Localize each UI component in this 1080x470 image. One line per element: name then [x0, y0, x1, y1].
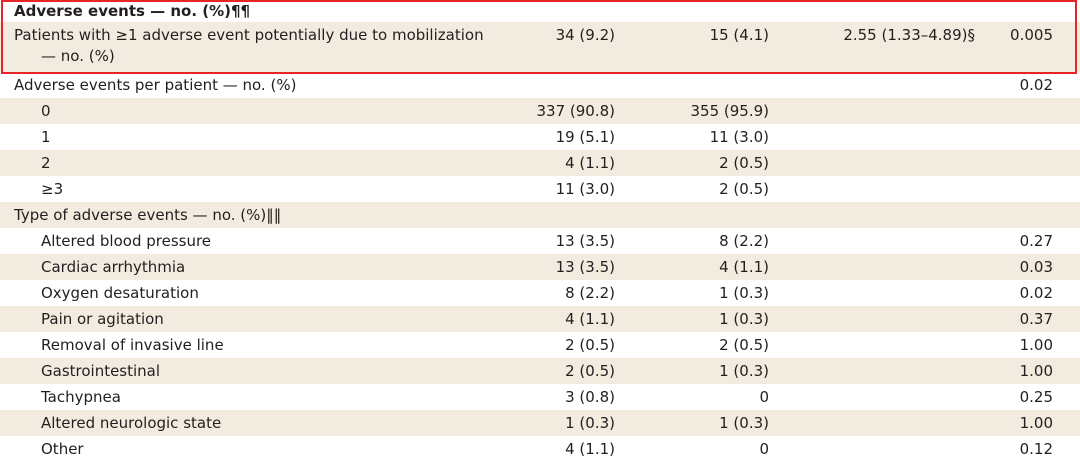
cell-group2: 4 (1.1) — [719, 258, 769, 276]
cell-group2: 2 (0.5) — [719, 180, 769, 198]
cell-p-value: 0.02 — [1019, 76, 1053, 94]
section-header-label: Adverse events — no. (%)¶¶ — [14, 2, 251, 20]
cell-group2: 1 (0.3) — [719, 414, 769, 432]
cell-p-value: 0.02 — [1019, 284, 1053, 302]
row-label: Gastrointestinal — [41, 362, 161, 380]
cell-p-value: 0.03 — [1019, 258, 1053, 276]
row-label: 2 — [41, 154, 51, 172]
table-row: 0 337 (90.8) 355 (95.9) — [0, 98, 1080, 124]
cell-group1: 2 (0.5) — [565, 336, 615, 354]
table-row: Cardiac arrhythmia 13 (3.5) 4 (1.1) 0.03 — [0, 254, 1080, 280]
cell-group1: 19 (5.1) — [555, 128, 615, 146]
table-row: Other 4 (1.1) 0 0.12 — [0, 436, 1080, 462]
row-label: Altered blood pressure — [41, 232, 212, 250]
row-label: Type of adverse events — no. (%)‖‖ — [14, 206, 282, 224]
table-row: 1 19 (5.1) 11 (3.0) — [0, 124, 1080, 150]
row-label: Tachypnea — [41, 388, 121, 406]
row-label: 0 — [41, 102, 51, 120]
cell-group2: 0 — [759, 388, 769, 406]
highlighted-data-row: Patients with ≥1 adverse event potential… — [0, 22, 1080, 72]
table-row: Altered blood pressure 13 (3.5) 8 (2.2) … — [0, 228, 1080, 254]
cell-group2: 355 (95.9) — [690, 102, 769, 120]
cell-p-value: 1.00 — [1019, 336, 1053, 354]
cell-group1: 2 (0.5) — [565, 362, 615, 380]
cell-group2: 2 (0.5) — [719, 154, 769, 172]
cell-group2: 0 — [759, 440, 769, 458]
table-row: Removal of invasive line 2 (0.5) 2 (0.5)… — [0, 332, 1080, 358]
row-label: ≥3 — [41, 180, 64, 198]
table-row: Oxygen desaturation 8 (2.2) 1 (0.3) 0.02 — [0, 280, 1080, 306]
cell-group1: 11 (3.0) — [555, 180, 615, 198]
cell-p-value: 0.25 — [1019, 388, 1053, 406]
row-label: Other — [41, 440, 84, 458]
cell-group1: 8 (2.2) — [565, 284, 615, 302]
table-row: Gastrointestinal 2 (0.5) 1 (0.3) 1.00 — [0, 358, 1080, 384]
cell-p-value: 1.00 — [1019, 362, 1053, 380]
cell-group1: 34 (9.2) — [555, 26, 615, 44]
cell-group2: 15 (4.1) — [709, 26, 769, 44]
cell-group2: 8 (2.2) — [719, 232, 769, 250]
cell-p-value: 1.00 — [1019, 414, 1053, 432]
row-label: Removal of invasive line — [41, 336, 224, 354]
table-row: Tachypnea 3 (0.8) 0 0.25 — [0, 384, 1080, 410]
cell-group1: 13 (3.5) — [555, 232, 615, 250]
row-label: Pain or agitation — [41, 310, 164, 328]
row-label: Adverse events per patient — no. (%) — [14, 76, 297, 94]
row-label: Altered neurologic state — [41, 414, 222, 432]
cell-group1: 337 (90.8) — [536, 102, 615, 120]
cell-p-value: 0.27 — [1019, 232, 1053, 250]
table-row: Pain or agitation 4 (1.1) 1 (0.3) 0.37 — [0, 306, 1080, 332]
cell-group1: 3 (0.8) — [565, 388, 615, 406]
cell-p-value: 0.12 — [1019, 440, 1053, 458]
cell-group2: 11 (3.0) — [709, 128, 769, 146]
cell-group2: 1 (0.3) — [719, 362, 769, 380]
cell-group1: 13 (3.5) — [555, 258, 615, 276]
cell-p-value: 0.37 — [1019, 310, 1053, 328]
cell-group1: 4 (1.1) — [565, 310, 615, 328]
table-row-per-patient-header: Adverse events per patient — no. (%) 0.0… — [0, 72, 1080, 98]
highlighted-section: Adverse events — no. (%)¶¶ Patients with… — [0, 0, 1080, 74]
cell-group1: 4 (1.1) — [565, 154, 615, 172]
row-label: Oxygen desaturation — [41, 284, 199, 302]
row-label: Cardiac arrhythmia — [41, 258, 186, 276]
section-header-row: Adverse events — no. (%)¶¶ — [0, 0, 1080, 22]
row-label-line1: Patients with ≥1 adverse event potential… — [14, 26, 484, 44]
row-label-line2: — no. (%) — [41, 47, 115, 65]
cell-group2: 1 (0.3) — [719, 310, 769, 328]
row-label: 1 — [41, 128, 51, 146]
cell-group2: 1 (0.3) — [719, 284, 769, 302]
cell-ratio: 2.55 (1.33–4.89)§ — [843, 26, 975, 44]
table-row: ≥3 11 (3.0) 2 (0.5) — [0, 176, 1080, 202]
table-row-types-header: Type of adverse events — no. (%)‖‖ — [0, 202, 1080, 228]
cell-group1: 1 (0.3) — [565, 414, 615, 432]
table-row: Altered neurologic state 1 (0.3) 1 (0.3)… — [0, 410, 1080, 436]
cell-p-value: 0.005 — [1010, 26, 1053, 44]
cell-group1: 4 (1.1) — [565, 440, 615, 458]
table-row: 2 4 (1.1) 2 (0.5) — [0, 150, 1080, 176]
cell-group2: 2 (0.5) — [719, 336, 769, 354]
